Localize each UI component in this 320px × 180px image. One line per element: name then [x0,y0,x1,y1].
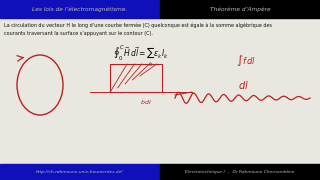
Bar [0,164,160,180]
Bar [0,0,160,18]
Text: La circulation du vecteur H le long d’une courbe fermée (C) quelconque est égale: La circulation du vecteur H le long d’un… [4,23,272,35]
Text: $\int f\,dl$: $\int f\,dl$ [236,53,256,68]
Text: $\oint_0^C \vec{H}\, d\vec{l} = \sum_k \varepsilon_k I_k$: $\oint_0^C \vec{H}\, d\vec{l} = \sum_k \… [113,43,169,69]
Text: Théorème d’Ampère: Théorème d’Ampère [210,6,270,12]
Text: Les lois de l’électromagnétisme.: Les lois de l’électromagnétisme. [32,6,128,12]
Bar [160,164,320,180]
Text: http://ch-rahmoune.univ-boumerdes.dz/: http://ch-rahmoune.univ-boumerdes.dz/ [36,170,124,174]
Bar [160,0,320,18]
Text: $dl$: $dl$ [238,79,249,91]
Bar [110,64,162,92]
Text: $b\,dl$: $b\,dl$ [140,98,152,106]
Text: Electrotechnique I  –  Dr Rahmoune Chernoeddine: Electrotechnique I – Dr Rahmoune Chernoe… [185,170,295,174]
